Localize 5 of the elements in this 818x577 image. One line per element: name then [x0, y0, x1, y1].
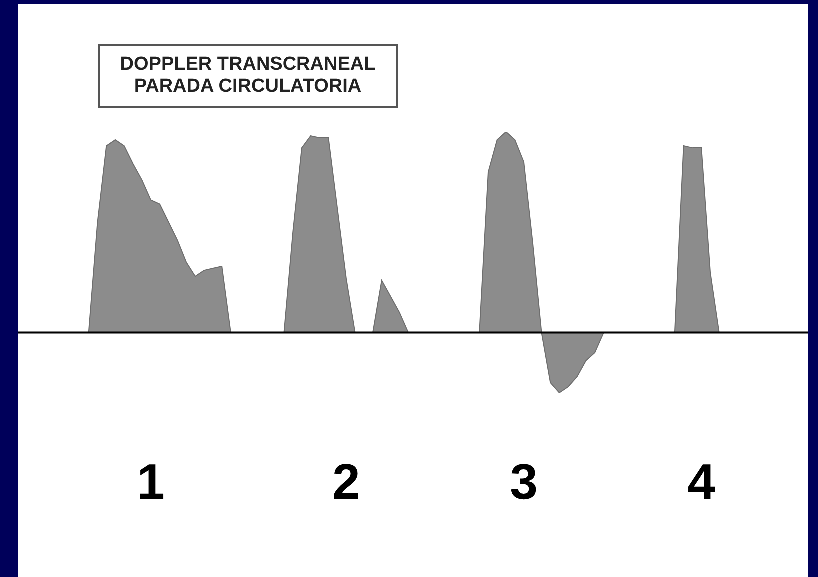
chart-title: DOPPLER TRANSCRANEAL PARADA CIRCULATORIA: [98, 44, 398, 108]
x-tick-label: 2: [332, 454, 360, 510]
x-tick-label: 3: [510, 454, 538, 510]
x-tick-label: 4: [688, 454, 716, 510]
x-tick-label: 1: [137, 454, 165, 510]
